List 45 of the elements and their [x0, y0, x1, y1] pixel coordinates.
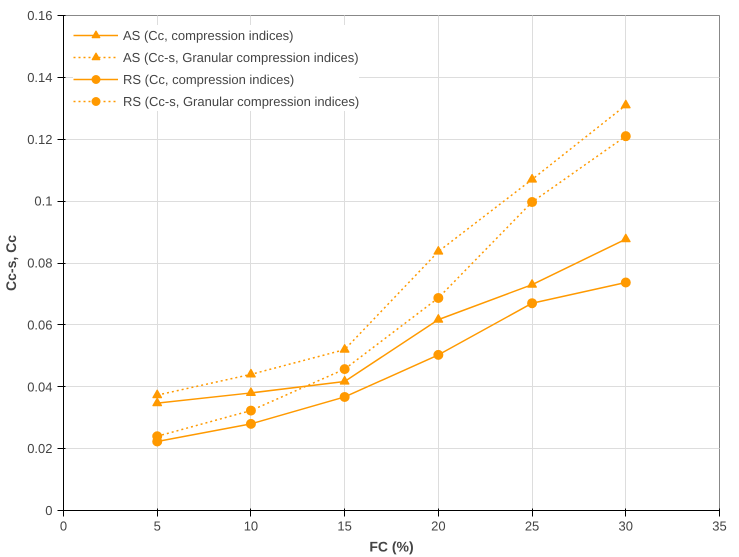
point [433, 350, 444, 360]
y-tick-label: 0.06 [27, 317, 53, 332]
x-tick-label: 25 [524, 518, 540, 534]
point [433, 292, 444, 303]
y-tick-label: 0.08 [27, 256, 53, 270]
point [152, 389, 162, 398]
point [433, 246, 444, 255]
y-axis-title: Cc-s, Cc [3, 234, 20, 292]
x-tick-label: 20 [431, 518, 446, 534]
point [246, 368, 256, 378]
point [620, 233, 631, 242]
point [527, 174, 538, 183]
x-tick-label: 5 [154, 518, 161, 534]
legend-label: RS (Cc-s, Granular compression indices) [123, 94, 360, 108]
x-tick-label: 10 [244, 518, 258, 534]
legend-label: RS (Cc, compression indices) [123, 72, 294, 86]
legend-label: AS (Cc-s, Granular compression indices) [123, 50, 359, 64]
y-tick-label: 0 [45, 503, 53, 518]
y-tick-label: 0.16 [27, 8, 53, 23]
point [340, 364, 350, 374]
y-tick-label: 0.12 [27, 132, 53, 147]
point [246, 387, 256, 396]
point [620, 100, 631, 108]
y-tick-label: 0.14 [27, 70, 53, 85]
y-tick-label: 0.02 [27, 441, 53, 456]
point [340, 376, 350, 385]
x-tick-label: 15 [337, 518, 352, 534]
x-tick-label: 0 [60, 518, 68, 534]
point [246, 418, 256, 429]
x-tick-label: 35 [712, 518, 727, 534]
legend-label: AS (Cc, compression indices) [123, 28, 294, 42]
point [527, 278, 538, 288]
point [620, 278, 631, 288]
point [340, 392, 350, 402]
point [246, 406, 256, 416]
point [527, 197, 538, 208]
point [620, 131, 631, 142]
point [152, 397, 162, 406]
point [527, 298, 538, 308]
x-axis-title: FC (%) [369, 538, 414, 554]
y-tick-label: 0.04 [27, 379, 53, 394]
point [433, 314, 444, 323]
x-tick-label: 30 [618, 518, 634, 534]
y-tick-label: 0.1 [34, 194, 53, 209]
point [340, 344, 350, 353]
